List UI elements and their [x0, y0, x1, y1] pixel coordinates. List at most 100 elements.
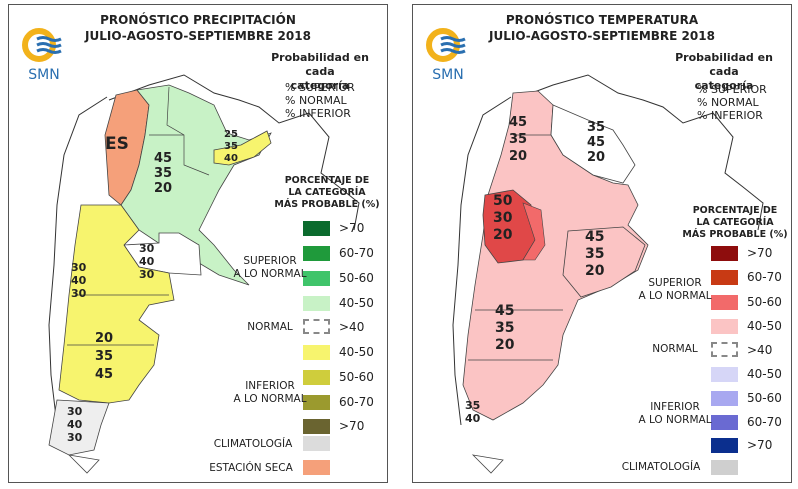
patagonia-label: 45 35 20 — [495, 303, 514, 354]
group-label-climatologia: CLIMATOLOGÍA — [207, 438, 299, 451]
probability-heading: Probabilidad en cada categoría — [257, 51, 383, 93]
legend-swatch — [711, 438, 738, 453]
buenos-aires-label: 45 35 20 — [585, 229, 604, 280]
cuyo-label: 50 30 20 — [493, 193, 512, 244]
mid-label: 30 40 30 — [139, 242, 154, 281]
legend-swatch — [303, 460, 330, 475]
heading-line2: categoría — [290, 79, 350, 92]
smn-logo: SMN — [21, 27, 67, 89]
value: 30 — [139, 242, 155, 255]
legend-swatch — [303, 436, 330, 451]
value: 30 — [71, 287, 87, 300]
legend-label: 50-60 — [339, 271, 374, 285]
value: 40 — [139, 255, 155, 268]
value: 50 — [493, 193, 513, 209]
value: 30 — [67, 431, 83, 444]
prob-line: % INFERIOR — [285, 107, 351, 120]
south-label: 30 40 30 — [67, 405, 82, 444]
group-label-estacion-seca: ESTACIÓN SECA — [203, 462, 299, 475]
prob-line: % NORMAL — [285, 94, 347, 107]
value: 20 — [585, 263, 605, 279]
title-line1: PRONÓSTICO PRECIPITACIÓN — [100, 13, 296, 27]
legend-swatch — [711, 295, 738, 310]
west-label: 30 40 30 — [71, 261, 86, 300]
group-text: CLIMATOLOGÍA — [213, 438, 293, 450]
ne-region — [550, 104, 636, 184]
temperature-title: PRONÓSTICO TEMPERATURA JULIO-AGOSTO-SEPT… — [413, 12, 791, 44]
value: 30 — [71, 261, 87, 274]
pct-title-line2: LA CATEGORÍA — [696, 217, 774, 228]
legend-swatch — [303, 345, 330, 360]
group-label-normal: NORMAL — [231, 321, 309, 334]
legend-label: 60-70 — [339, 246, 374, 260]
legend-label: 60-70 — [747, 415, 782, 429]
neighbour-border-line — [108, 74, 360, 231]
value: 20 — [95, 331, 114, 346]
value: 35 — [95, 349, 114, 364]
legend-label: 40-50 — [339, 296, 374, 310]
dry-season-label: ES — [105, 134, 129, 154]
prob-line: % INFERIOR — [697, 109, 763, 122]
heading-line2: categoría — [694, 79, 754, 92]
value: 35 — [509, 132, 528, 147]
pct-title-line3: MÁS PROBABLE (%) — [682, 229, 788, 240]
title-line2: JULIO-AGOSTO-SEPTIEMBRE 2018 — [489, 29, 715, 43]
group-text: NORMAL — [652, 343, 698, 355]
value: 40 — [71, 274, 87, 287]
legend-label: >70 — [747, 438, 773, 452]
value: 40 — [67, 418, 83, 431]
group-text: SUPERIOR A LO NORMAL — [233, 255, 307, 280]
nw-label: 45 35 20 — [509, 115, 527, 164]
value: 30 — [67, 405, 83, 418]
value: 20 — [509, 149, 528, 164]
group-label-normal: NORMAL — [637, 343, 713, 356]
value: 45 — [509, 115, 528, 130]
legend-swatch-dashed — [303, 319, 330, 334]
percentage-title: PORCENTAJE DE LA CATEGORÍA MÁS PROBABLE … — [271, 175, 383, 211]
legend-swatch — [711, 319, 738, 334]
sun-wave-icon — [22, 28, 62, 62]
value: 40 — [224, 153, 238, 164]
ne-label: 25 35 40 — [224, 129, 238, 165]
legend-label: 60-70 — [339, 395, 374, 409]
probability-heading: Probabilidad en cada categoría — [661, 51, 787, 93]
legend-swatch — [303, 419, 330, 434]
value: 45 — [154, 151, 173, 166]
legend-label: >70 — [339, 221, 365, 235]
value: 35 — [465, 399, 481, 412]
legend-swatch — [711, 367, 738, 382]
logo-text: SMN — [432, 67, 464, 83]
value: 30 — [139, 268, 155, 281]
tierra-del-fuego — [471, 454, 504, 474]
value: 35 — [585, 246, 605, 262]
legend-label: >70 — [339, 419, 365, 433]
legend-swatch — [711, 246, 738, 261]
value: 45 — [587, 135, 606, 150]
value: 30 — [493, 210, 513, 226]
pct-title-line2: LA CATEGORÍA — [288, 187, 366, 198]
prob-line: % NORMAL — [697, 96, 759, 109]
probability-lines: % SUPERIOR % NORMAL % INFERIOR — [697, 83, 767, 122]
precipitation-panel: PRONÓSTICO PRECIPITACIÓN JULIO-AGOSTO-SE… — [8, 4, 388, 483]
pct-title-line3: MÁS PROBABLE (%) — [274, 199, 380, 210]
temperature-panel: PRONÓSTICO TEMPERATURA JULIO-AGOSTO-SEPT… — [412, 4, 792, 483]
legend-swatch — [303, 246, 330, 261]
group-label-superior: SUPERIOR A LO NORMAL — [637, 277, 713, 303]
value: 20 — [587, 150, 606, 165]
group-label-inferior: INFERIOR A LO NORMAL — [231, 380, 309, 406]
legend-label: 40-50 — [747, 319, 782, 333]
legend-label: 40-50 — [339, 345, 374, 359]
pct-title-line1: PORCENTAJE DE — [692, 205, 778, 216]
heading-line1: Probabilidad en cada — [675, 51, 773, 78]
legend-label: 40-50 — [747, 367, 782, 381]
precipitation-title: PRONÓSTICO PRECIPITACIÓN JULIO-AGOSTO-SE… — [9, 12, 387, 44]
patagonia-inferior-region — [58, 204, 175, 404]
group-text: INFERIOR A LO NORMAL — [233, 380, 307, 405]
group-text: CLIMATOLOGÍA — [621, 461, 701, 473]
value: 35 — [495, 320, 515, 336]
prob-line: % SUPERIOR — [697, 83, 767, 96]
group-label-inferior: INFERIOR A LO NORMAL — [637, 401, 713, 427]
sun-wave-icon — [426, 28, 466, 62]
legend-swatch-dashed — [711, 342, 738, 357]
south-label: 35 40 — [465, 399, 480, 425]
